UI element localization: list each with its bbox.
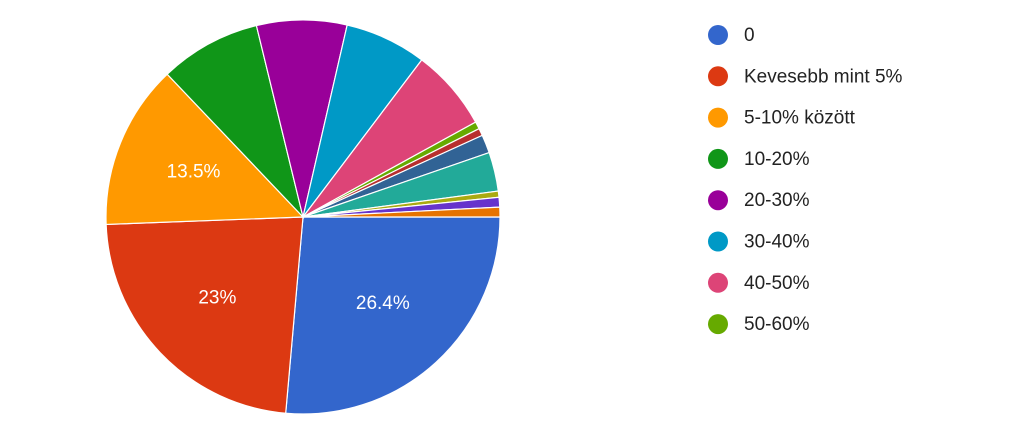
legend-swatch (708, 148, 728, 169)
legend-label: 10-20% (744, 149, 810, 170)
legend-swatch (708, 190, 728, 211)
pie-slice (105, 216, 304, 414)
legend-swatch (708, 231, 728, 252)
legend-label: Kevesebb mint 5% (744, 66, 903, 87)
slice-label: 13.5% (167, 161, 221, 182)
legend-label: 0 (744, 25, 755, 46)
legend-label: 50-60% (744, 314, 810, 335)
legend-label: 30-40% (744, 232, 810, 253)
legend-swatch (708, 314, 728, 335)
legend-label: 20-30% (744, 190, 810, 211)
legend-swatch (708, 66, 728, 87)
slice-label: 23% (198, 287, 236, 308)
legend-swatch (708, 272, 728, 293)
pie-slice (166, 24, 305, 220)
legend-label: 40-50% (744, 273, 810, 294)
pie-slice (285, 216, 501, 415)
legend-swatch (708, 107, 728, 128)
legend-label: 5-10% között (744, 108, 856, 129)
legend-swatch (708, 25, 728, 45)
pie-slice (302, 206, 501, 218)
slice-label: 26.4% (356, 293, 410, 314)
pie-slice (105, 73, 305, 226)
